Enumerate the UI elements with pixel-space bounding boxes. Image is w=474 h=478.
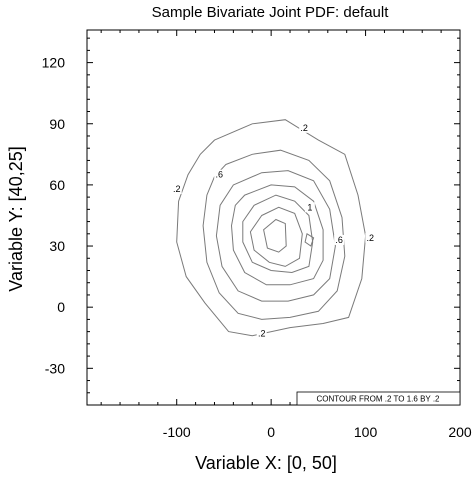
contour-label-bg (299, 122, 310, 133)
contour-line (230, 184, 324, 286)
contour-info-frame (296, 391, 461, 406)
contour-lines (176, 119, 367, 337)
contour-label: .2 (258, 329, 266, 339)
contour-label: .6 (335, 235, 343, 245)
y-tick-label: 90 (49, 116, 65, 132)
y-axis-label-group: Variable Y: [40,25] (6, 146, 26, 291)
contour-label: .2 (367, 233, 375, 243)
contour-info-box: CONTOUR FROM .2 TO 1.6 BY .2 (296, 391, 461, 406)
axis-tick-labels: -100 0 100 200 -30 0 30 60 90 120 (42, 55, 472, 440)
contour-label-bg (256, 328, 267, 339)
y-tick-label: 0 (57, 299, 65, 315)
contour-label: .2 (300, 123, 308, 133)
contour-label: .2 (173, 184, 181, 194)
y-tick-label: 120 (42, 55, 66, 71)
contour-label-bg (365, 232, 376, 243)
x-axis-label: Variable X: [0, 50] (195, 453, 337, 473)
contour-line (249, 206, 303, 267)
y-tick-label: 30 (49, 238, 65, 254)
contour-label-bg (214, 169, 225, 180)
contour-info-text: CONTOUR FROM .2 TO 1.6 BY .2 (317, 395, 441, 404)
contour-line (176, 119, 367, 337)
x-tick-label: -100 (163, 424, 191, 440)
contour-label: .6 (215, 170, 223, 180)
x-tick-label: 0 (267, 424, 275, 440)
contour-line (304, 233, 315, 247)
contour-line (215, 170, 336, 302)
contour-labels: .2 .2 .2 .2 .6 1 .6 (171, 122, 376, 339)
contour-line (202, 149, 346, 320)
contour-line (263, 218, 287, 253)
contour-label: 1 (307, 202, 312, 212)
axis-ticks (87, 30, 461, 406)
contour-label-bg (304, 202, 315, 213)
x-tick-label: 200 (448, 424, 472, 440)
contour-line (242, 194, 314, 274)
contour-label-bg (171, 183, 182, 194)
chart-title: Sample Bivariate Joint PDF: default (152, 4, 390, 21)
y-tick-label: 60 (49, 177, 65, 193)
x-tick-label: 100 (354, 424, 378, 440)
y-axis-label: Variable Y: [40,25] (6, 146, 26, 291)
contour-label-bg (334, 234, 345, 245)
plot-area (86, 29, 461, 406)
y-tick-label: -30 (45, 360, 65, 376)
